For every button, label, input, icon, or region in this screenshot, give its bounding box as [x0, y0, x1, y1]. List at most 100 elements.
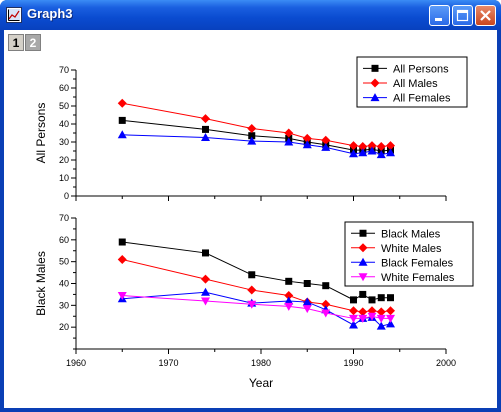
data-point — [284, 137, 294, 146]
y-tick-label: 70 — [59, 213, 69, 223]
graph-window-icon[interactable] — [6, 7, 22, 23]
data-point — [368, 296, 376, 304]
y-tick-label: 40 — [59, 119, 69, 129]
y-tick-label: 60 — [59, 83, 69, 93]
data-point — [358, 148, 368, 157]
data-point — [202, 249, 209, 257]
y-tick-label: 70 — [59, 65, 69, 75]
legend-label: All Persons — [393, 63, 449, 75]
data-point — [117, 130, 127, 139]
data-point — [302, 297, 312, 306]
data-point — [321, 135, 331, 145]
y-tick-label: 50 — [59, 101, 69, 111]
data-point — [386, 314, 395, 323]
legend-label: All Males — [393, 78, 438, 90]
series-black-males — [118, 238, 394, 304]
close-button[interactable] — [475, 5, 496, 26]
data-point — [117, 98, 127, 108]
data-point — [201, 274, 210, 284]
data-point — [376, 321, 386, 330]
y-axis-title: All Persons — [34, 103, 48, 164]
data-point — [284, 302, 294, 311]
data-point — [321, 309, 331, 318]
legend-label: Black Males — [381, 228, 441, 240]
x-tick-label: 1970 — [158, 358, 178, 368]
legend-label: White Males — [381, 243, 442, 255]
maximize-icon — [456, 9, 469, 22]
y-tick-label: 30 — [59, 300, 69, 310]
x-tick-label: 1990 — [343, 358, 363, 368]
data-point — [201, 133, 210, 141]
data-point — [322, 282, 330, 290]
data-point — [376, 314, 386, 323]
legend-marker — [358, 257, 368, 266]
series-all-females — [117, 130, 395, 159]
x-tick-label: 1960 — [66, 358, 86, 368]
legend-marker — [371, 64, 379, 72]
data-point — [387, 294, 394, 302]
data-point — [349, 149, 358, 158]
data-point — [285, 277, 293, 285]
data-point — [117, 254, 127, 264]
data-point — [248, 132, 256, 140]
legend-marker — [358, 273, 368, 282]
data-point — [303, 280, 311, 287]
x-axis-title: Year — [249, 376, 273, 390]
y-tick-label: 10 — [59, 173, 69, 183]
data-point — [377, 294, 385, 302]
data-point — [247, 124, 257, 133]
series-white-females — [117, 292, 395, 323]
legend: Black Males White Males Black Females White… — [344, 221, 474, 287]
y-tick-label: 20 — [59, 155, 69, 165]
layer-tab-1[interactable]: 1 — [8, 34, 24, 51]
data-point — [349, 320, 358, 329]
data-point — [358, 142, 368, 151]
legend-label: All Females — [393, 93, 451, 105]
title-bar[interactable]: Graph3 — [0, 0, 501, 30]
data-point — [358, 314, 368, 323]
minimize-button[interactable] — [429, 5, 450, 26]
legend-label: Black Females — [381, 257, 454, 269]
chart-1: 0 10 20 30 40 50 60 70 All Persons All Persons All… — [34, 56, 468, 201]
legend-marker — [358, 243, 368, 253]
data-point — [349, 141, 358, 151]
data-point — [386, 306, 395, 316]
y-tick-label: 30 — [59, 137, 69, 147]
data-point — [284, 291, 294, 301]
data-point — [247, 136, 257, 145]
data-point — [367, 312, 377, 321]
data-point — [358, 307, 368, 317]
maximize-button[interactable] — [452, 5, 473, 26]
data-point — [248, 271, 256, 279]
data-point — [201, 287, 210, 296]
data-point — [367, 146, 377, 155]
data-point — [201, 297, 210, 306]
x-tick-label: 2000 — [436, 358, 456, 368]
y-tick-label: 60 — [59, 235, 69, 245]
data-point — [247, 285, 257, 295]
data-point — [302, 305, 312, 314]
data-point — [376, 307, 386, 317]
y-tick-label: 40 — [59, 279, 69, 289]
legend-label: White Females — [381, 272, 455, 284]
window-title: Graph3 — [27, 6, 73, 21]
data-point — [386, 319, 395, 328]
data-point — [284, 128, 294, 138]
data-point — [201, 114, 210, 124]
data-point — [118, 238, 126, 246]
y-tick-label: 0 — [64, 191, 69, 201]
data-point — [284, 296, 294, 305]
legend-marker — [359, 229, 367, 237]
data-point — [376, 142, 386, 151]
x-tick-label: 1980 — [251, 358, 271, 368]
data-point — [350, 296, 357, 304]
minimize-icon — [435, 18, 442, 21]
data-point — [349, 306, 358, 316]
data-point — [302, 133, 312, 143]
layer-tab-2[interactable]: 2 — [25, 34, 41, 51]
y-tick-label: 20 — [59, 322, 69, 332]
legend-marker — [370, 93, 380, 102]
legend-marker — [370, 78, 380, 88]
data-point — [321, 299, 331, 309]
